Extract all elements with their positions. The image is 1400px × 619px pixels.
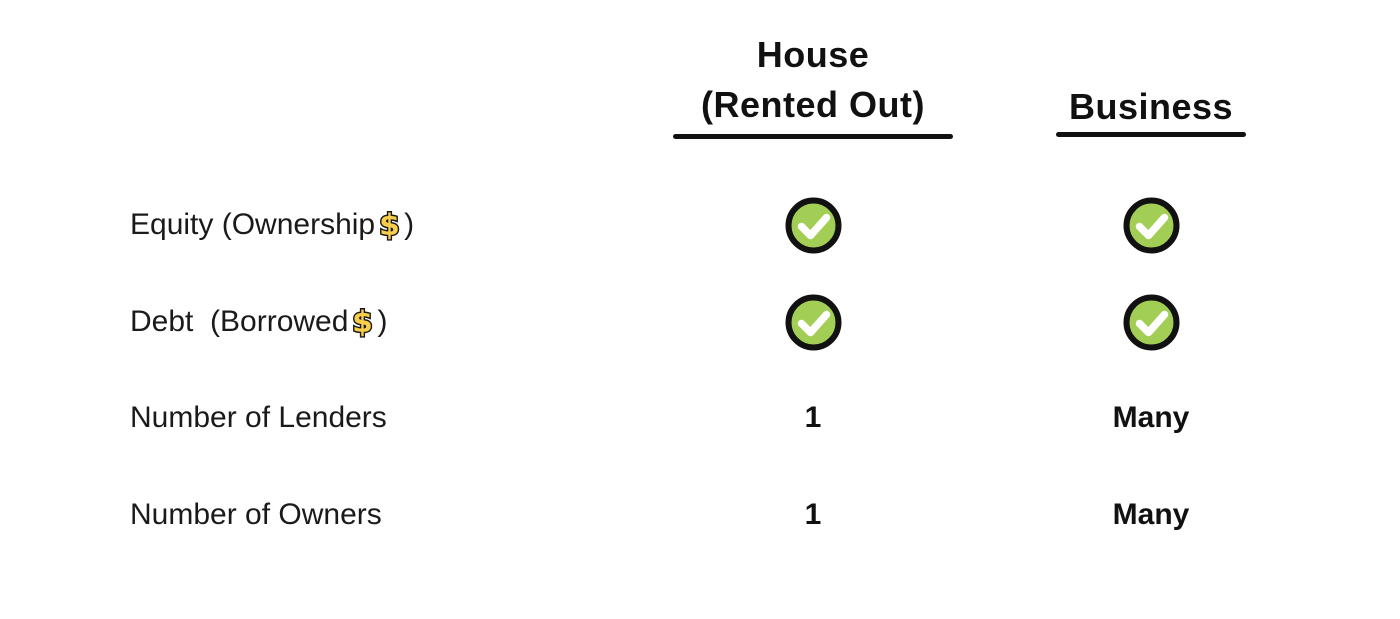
- column-header-business-label: Business: [1068, 86, 1234, 127]
- table-row-lenders: Number of Lenders 1 Many: [0, 383, 1400, 453]
- row-label-text: ): [404, 208, 415, 241]
- row-label-text: Number of Owners: [130, 498, 382, 531]
- cell-lenders-business: Many: [1001, 383, 1301, 453]
- cell-value: 1: [804, 401, 822, 434]
- row-label-debt: Debt (Borrowed $ ): [130, 287, 387, 357]
- column-header-business: Business: [1001, 84, 1301, 137]
- svg-text:$: $: [379, 208, 400, 243]
- cell-lenders-house: 1: [663, 383, 963, 453]
- table-row-debt: Debt (Borrowed $ ): [0, 287, 1400, 357]
- svg-text:$: $: [353, 305, 374, 340]
- cell-equity-house: [663, 190, 963, 260]
- cell-value: Many: [1112, 498, 1190, 531]
- row-label-equity: Equity (Ownership $ ): [130, 190, 414, 260]
- column-header-house-line1: House: [756, 34, 870, 75]
- cell-debt-house: [663, 287, 963, 357]
- cell-debt-business: [1001, 287, 1301, 357]
- check-circle-icon: [785, 294, 841, 350]
- cell-value: 1: [804, 498, 822, 531]
- cell-equity-business: [1001, 190, 1301, 260]
- table-row-owners: Number of Owners 1 Many: [0, 480, 1400, 550]
- header-underline: [673, 134, 953, 139]
- row-label-text: Equity (Ownership: [130, 208, 376, 241]
- heavy-dollar-sign-icon: $: [378, 207, 402, 243]
- row-label-owners: Number of Owners: [130, 480, 382, 550]
- row-label-lenders: Number of Lenders: [130, 383, 387, 453]
- column-header-house: House (Rented Out): [633, 30, 993, 139]
- row-label-text: ): [377, 305, 388, 338]
- header-underline: [1056, 132, 1246, 137]
- check-circle-icon: [1123, 294, 1179, 350]
- heavy-dollar-sign-icon: $: [351, 304, 375, 340]
- table-row-equity: Equity (Ownership $ ): [0, 190, 1400, 260]
- check-circle-icon: [785, 197, 841, 253]
- cell-value: Many: [1112, 401, 1190, 434]
- column-header-house-line2: (Rented Out): [701, 84, 925, 125]
- row-label-text: Debt (Borrowed: [130, 305, 349, 338]
- cell-owners-house: 1: [663, 480, 963, 550]
- check-circle-icon: [1123, 197, 1179, 253]
- row-label-text: Number of Lenders: [130, 401, 387, 434]
- cell-owners-business: Many: [1001, 480, 1301, 550]
